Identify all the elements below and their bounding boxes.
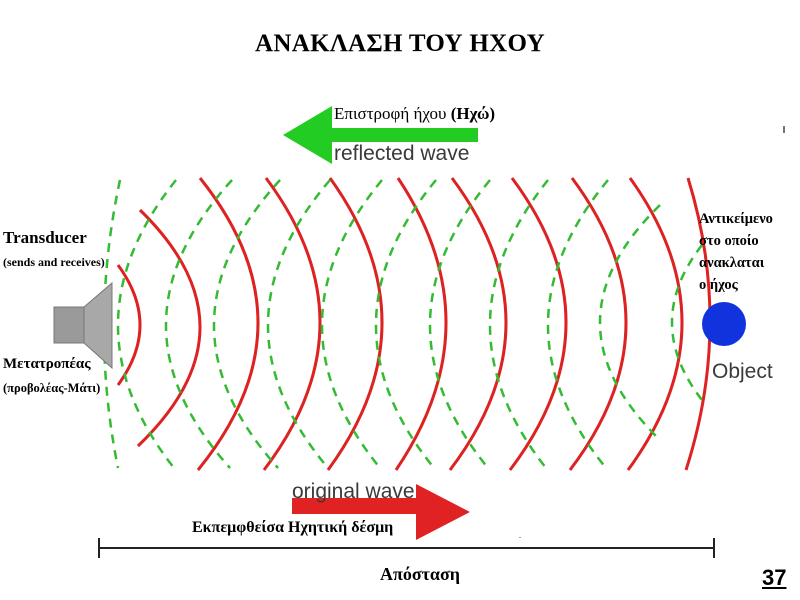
reflected-wave-arc [598, 204, 661, 441]
reflected-wave-arc [116, 179, 177, 469]
transducer-sublabel: (sends and receives) [3, 255, 105, 269]
reflected-wave-arrow [283, 106, 478, 164]
emitted-wave-arc [262, 177, 322, 471]
reflected-greek-bold: (Ηχώ) [450, 104, 496, 123]
object-description-line: στο οποίο [699, 233, 759, 249]
distance-label: Απόσταση [379, 564, 460, 584]
distance-line [98, 538, 715, 558]
reflected-greek-main: Επιστροφή ήχου [334, 104, 451, 123]
transducer-greek-sublabel: (προβολέας-Μάτι) [3, 381, 101, 395]
emitted-wave-arcs [116, 177, 712, 471]
reflected-wave-arc [320, 179, 383, 469]
emitted-wave-arc [626, 177, 684, 471]
reflected-greek-label: Επιστροφή ήχου (Ηχώ) [334, 104, 495, 124]
original-wave-arrow [292, 484, 470, 540]
reflected-wave-arc [266, 179, 331, 469]
reflected-wave-arcs [102, 179, 703, 469]
speaker-icon [53, 281, 113, 370]
reflected-wave-arc [374, 179, 437, 469]
emitted-beam-label: Εκπεμφθείσα Ηχητική δέσμη [192, 519, 394, 536]
emitted-wave-arc [116, 264, 142, 386]
emitted-wave-arc [568, 177, 628, 471]
reflected-wave-label: reflected wave [334, 142, 470, 165]
object-ball [702, 302, 746, 346]
reflected-wave-arc [212, 179, 281, 469]
object-description-line: ο ήχος [699, 277, 738, 293]
object-description-line: Αντικείμενο [699, 211, 773, 227]
emitted-wave-arc [508, 177, 568, 471]
emitted-wave-arc [196, 177, 260, 471]
transducer-greek-label: Μετατροπέας [3, 356, 91, 372]
slide-title: ΑΝΑΚΛΑΣΗ ΤΟΥ ΗΧΟΥ [255, 30, 545, 57]
transducer-label: Transducer [3, 228, 87, 247]
reflected-wave-arc [164, 179, 233, 469]
emitted-wave-arc [136, 208, 202, 448]
object-label: Object [712, 360, 773, 383]
emitted-wave-arc [326, 177, 384, 471]
page-number: 37 [762, 565, 787, 590]
emitted-wave-arc [448, 177, 508, 471]
original-wave-label: original wave [292, 480, 415, 503]
object-description-line: ανακλαται [699, 255, 765, 271]
emitted-wave-arc [394, 177, 448, 471]
reflected-wave-arc [670, 244, 703, 401]
